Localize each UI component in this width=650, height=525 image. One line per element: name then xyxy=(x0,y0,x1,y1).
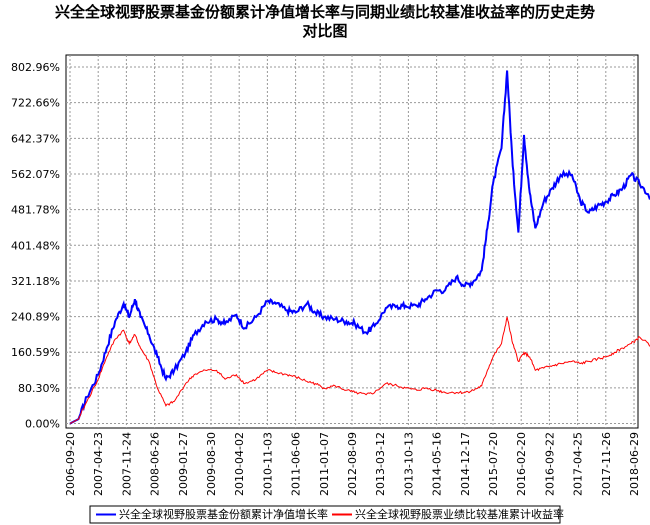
y-tick-label: 401.48% xyxy=(11,239,60,252)
x-tick-label: 2010-04-02 xyxy=(233,432,246,496)
x-tick-label: 2011-06-06 xyxy=(290,432,303,496)
x-tick-label: 2007-11-24 xyxy=(120,432,133,496)
x-tick-label: 2009-01-27 xyxy=(177,432,190,496)
legend: 兴全全球视野股票基金份额累计净值增长率 兴全全球视野股票业绩比较基准累计收益率 xyxy=(89,505,564,524)
x-tick-label: 2007-04-23 xyxy=(92,432,105,496)
x-tick-label: 2017-04-25 xyxy=(572,432,585,496)
legend-label-benchmark: 兴全全球视野股票业绩比较基准累计收益率 xyxy=(355,507,564,521)
series-layer xyxy=(69,70,650,425)
series-line-fund xyxy=(69,70,650,425)
x-axis-ticks: 2006-09-20 2007-04-23 2007-11-24 2008-06-26… xyxy=(64,432,641,496)
x-tick-label: 2009-08-30 xyxy=(205,432,218,496)
y-tick-label: 0.00% xyxy=(25,418,60,431)
series-line-benchmark xyxy=(69,316,650,425)
chart-title-line-2: 对比图 xyxy=(302,22,347,40)
x-tick-label: 2013-10-13 xyxy=(402,432,415,496)
x-tick-label: 2017-11-26 xyxy=(600,432,613,496)
y-tick-label: 321.18% xyxy=(11,275,60,288)
x-tick-label: 2015-07-20 xyxy=(487,432,500,496)
y-tick-label: 802.96% xyxy=(11,61,60,74)
grid xyxy=(66,55,638,428)
x-tick-label: 2014-12-17 xyxy=(459,432,472,496)
y-tick-label: 240.89% xyxy=(11,311,60,324)
x-tick-label: 2011-01-07 xyxy=(318,432,331,496)
legend-box xyxy=(89,505,561,524)
y-tick-label: 642.37% xyxy=(11,132,60,145)
x-tick-label: 2016-02-20 xyxy=(515,432,528,496)
y-tick-label: 562.07% xyxy=(11,168,60,181)
x-tick-label: 2010-11-03 xyxy=(261,432,274,496)
x-tick-label: 2018-06-29 xyxy=(628,432,641,496)
y-tick-label: 160.59% xyxy=(11,346,60,359)
legend-label-fund: 兴全全球视野股票基金份额累计净值增长率 xyxy=(119,507,328,521)
y-tick-label: 80.30% xyxy=(18,382,60,395)
y-tick-label: 481.78% xyxy=(11,204,60,217)
x-tick-label: 2013-03-12 xyxy=(374,432,387,496)
chart-title-line-1: 兴全全球视野股票基金份额累计净值增长率与同期业绩比较基准收益率的历史走势 xyxy=(55,3,595,21)
x-tick-label: 2006-09-20 xyxy=(64,432,77,496)
x-tick-label: 2012-08-09 xyxy=(346,432,359,496)
y-tick-label: 722.66% xyxy=(11,97,60,110)
x-tick-label: 2008-06-26 xyxy=(149,432,162,496)
y-axis-ticks: 802.96% 722.66% 642.37% 562.07% 481.78% 401.4… xyxy=(11,61,60,431)
x-tick-label: 2014-05-16 xyxy=(431,432,444,496)
x-tick-label: 2016-09-22 xyxy=(543,432,556,496)
